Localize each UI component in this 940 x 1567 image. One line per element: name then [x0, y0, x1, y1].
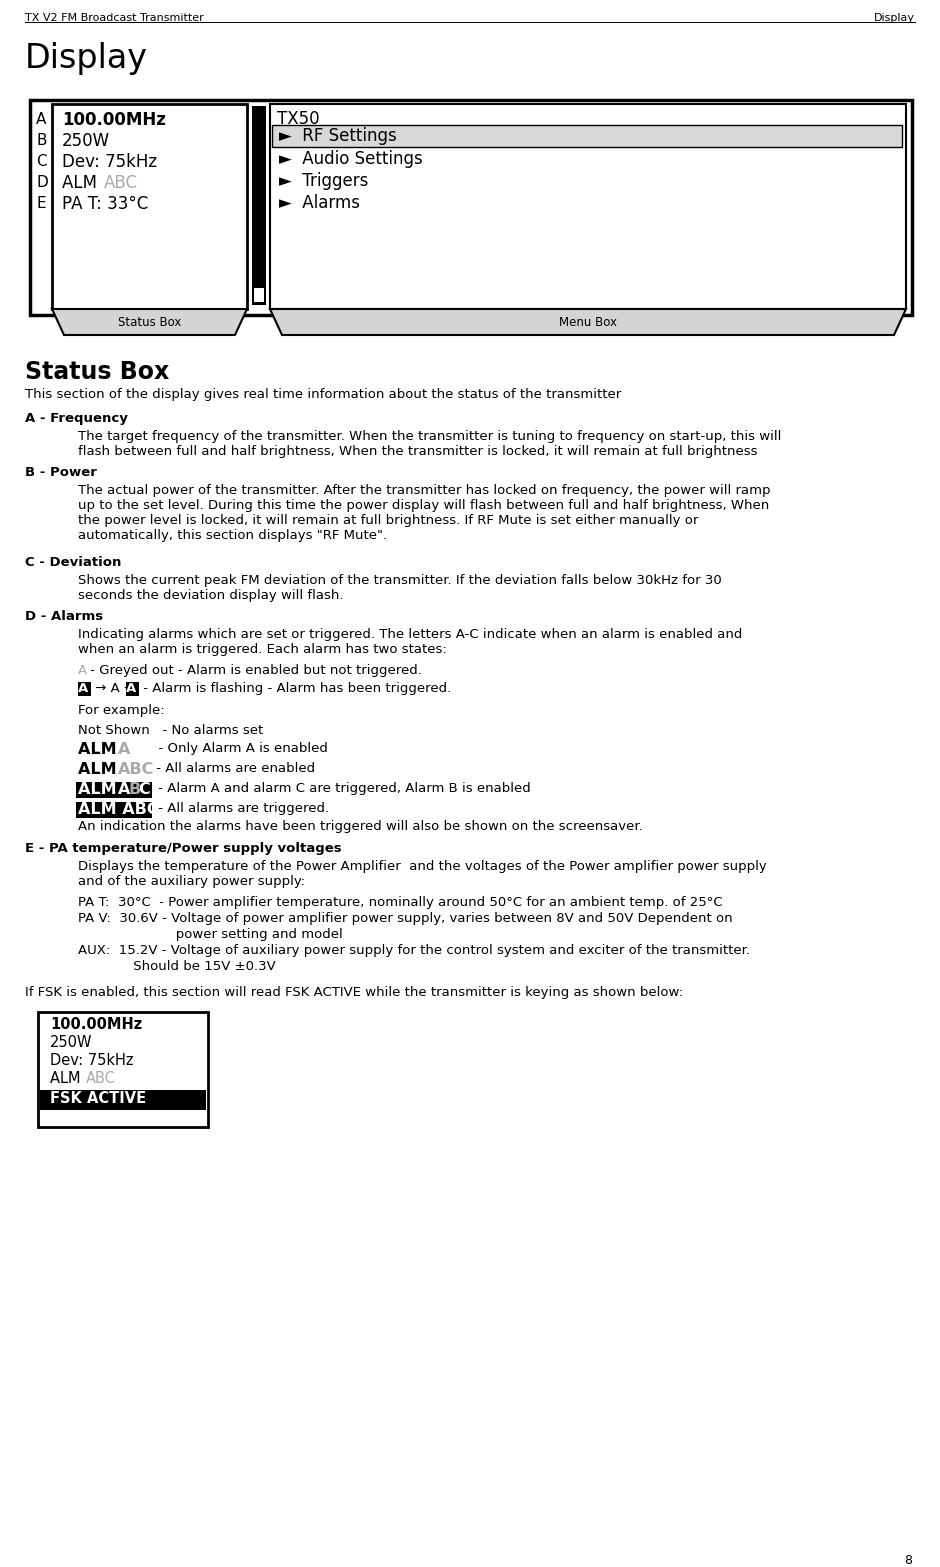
- Text: → A →: → A →: [91, 682, 139, 696]
- Text: PA V:  30.6V - Voltage of power amplifier power supply, varies between 8V and 50: PA V: 30.6V - Voltage of power amplifier…: [78, 912, 732, 925]
- Bar: [38, 1012, 208, 1127]
- Text: ALM: ALM: [50, 1070, 86, 1086]
- Text: B: B: [128, 782, 140, 798]
- Text: Should be 15V ±0.3V: Should be 15V ±0.3V: [78, 961, 275, 973]
- Text: ►  Alarms: ► Alarms: [279, 194, 360, 212]
- Text: ALM: ALM: [62, 174, 102, 193]
- Text: The actual power of the transmitter. After the transmitter has locked on frequen: The actual power of the transmitter. Aft…: [78, 484, 771, 542]
- Bar: [30, 100, 912, 315]
- Text: 250W: 250W: [62, 132, 110, 150]
- Text: 100.00MHz: 100.00MHz: [50, 1017, 142, 1033]
- Text: FSK ACTIVE: FSK ACTIVE: [50, 1091, 146, 1106]
- Text: Displays the temperature of the Power Amplifier  and the voltages of the Power a: Displays the temperature of the Power Am…: [78, 860, 767, 888]
- Text: The target frequency of the transmitter. When the transmitter is tuning to frequ: The target frequency of the transmitter.…: [78, 429, 781, 458]
- Text: Dev: 75kHz: Dev: 75kHz: [50, 1053, 133, 1069]
- Text: A: A: [78, 682, 88, 696]
- Text: ALM: ALM: [78, 762, 122, 777]
- Bar: [270, 103, 906, 309]
- Text: Status Box: Status Box: [25, 360, 169, 384]
- Text: Shows the current peak FM deviation of the transmitter. If the deviation falls b: Shows the current peak FM deviation of t…: [78, 574, 722, 602]
- Text: TX50: TX50: [277, 110, 320, 128]
- Text: AUX:  15.2V - Voltage of auxiliary power supply for the control system and excit: AUX: 15.2V - Voltage of auxiliary power …: [78, 943, 750, 957]
- Text: ALM: ALM: [78, 782, 122, 798]
- Text: ►  RF Settings: ► RF Settings: [279, 127, 397, 146]
- Text: Status Box: Status Box: [118, 315, 181, 329]
- Text: TX V2 FM Broadcast Transmitter: TX V2 FM Broadcast Transmitter: [25, 13, 204, 24]
- Text: ►  Audio Settings: ► Audio Settings: [279, 150, 423, 168]
- Polygon shape: [52, 309, 247, 335]
- Text: A: A: [36, 111, 46, 127]
- Text: 100.00MHz: 100.00MHz: [62, 111, 165, 128]
- Text: Display: Display: [874, 13, 915, 24]
- Text: Indicating alarms which are set or triggered. The letters A-C indicate when an a: Indicating alarms which are set or trigg…: [78, 628, 743, 657]
- Text: D - Alarms: D - Alarms: [25, 610, 103, 624]
- Text: B - Power: B - Power: [25, 465, 97, 480]
- Text: A: A: [78, 664, 87, 677]
- Bar: [52, 103, 247, 309]
- Bar: [272, 125, 902, 147]
- Text: C - Deviation: C - Deviation: [25, 556, 121, 569]
- Text: E - PA temperature/Power supply voltages: E - PA temperature/Power supply voltages: [25, 841, 341, 856]
- Text: C: C: [36, 154, 47, 169]
- Bar: [254, 288, 264, 302]
- Bar: [76, 802, 152, 818]
- Text: A - Frequency: A - Frequency: [25, 412, 128, 425]
- Bar: [126, 682, 139, 696]
- Text: A: A: [118, 743, 131, 757]
- Text: ALM: ALM: [78, 743, 122, 757]
- Text: C: C: [138, 782, 149, 798]
- Text: - Alarm A and alarm C are triggered, Alarm B is enabled: - Alarm A and alarm C are triggered, Ala…: [154, 782, 531, 794]
- Text: PA T:  30°C  - Power amplifier temperature, nominally around 50°C for an ambient: PA T: 30°C - Power amplifier temperature…: [78, 896, 723, 909]
- Text: This section of the display gives real time information about the status of the : This section of the display gives real t…: [25, 389, 621, 401]
- Text: PA T: 33°C: PA T: 33°C: [62, 194, 149, 213]
- Text: - Only Alarm A is enabled: - Only Alarm A is enabled: [133, 743, 328, 755]
- Text: - Greyed out - Alarm is enabled but not triggered.: - Greyed out - Alarm is enabled but not …: [86, 664, 422, 677]
- Text: power setting and model: power setting and model: [78, 928, 343, 942]
- Text: Display: Display: [25, 42, 148, 75]
- Text: E: E: [36, 196, 46, 212]
- Bar: [78, 682, 91, 696]
- Text: - All alarms are triggered.: - All alarms are triggered.: [154, 802, 329, 815]
- Text: 8: 8: [904, 1554, 912, 1567]
- Text: For example:: For example:: [78, 704, 164, 718]
- Text: - Alarm is flashing - Alarm has been triggered.: - Alarm is flashing - Alarm has been tri…: [139, 682, 451, 696]
- Text: A: A: [126, 682, 136, 696]
- Polygon shape: [270, 309, 906, 335]
- Bar: [40, 1091, 206, 1109]
- Text: If FSK is enabled, this section will read FSK ACTIVE while the transmitter is ke: If FSK is enabled, this section will rea…: [25, 986, 683, 1000]
- Text: ABC: ABC: [104, 174, 138, 193]
- Text: ►  Triggers: ► Triggers: [279, 172, 368, 190]
- Text: B: B: [36, 133, 46, 147]
- Text: Dev: 75kHz: Dev: 75kHz: [62, 154, 157, 171]
- Text: - All alarms are enabled: - All alarms are enabled: [152, 762, 315, 776]
- Text: Menu Box: Menu Box: [559, 315, 617, 329]
- Text: ABC: ABC: [86, 1070, 116, 1086]
- Bar: [252, 107, 266, 306]
- Text: 250W: 250W: [50, 1034, 92, 1050]
- Text: An indication the alarms have been triggered will also be shown on the screensav: An indication the alarms have been trigg…: [78, 820, 643, 834]
- Bar: [76, 782, 152, 798]
- Text: ABC: ABC: [118, 762, 154, 777]
- Text: ALM ABC: ALM ABC: [78, 802, 159, 816]
- Text: D: D: [36, 176, 48, 190]
- Text: Not Shown   - No alarms set: Not Shown - No alarms set: [78, 724, 263, 736]
- Text: A: A: [118, 782, 131, 798]
